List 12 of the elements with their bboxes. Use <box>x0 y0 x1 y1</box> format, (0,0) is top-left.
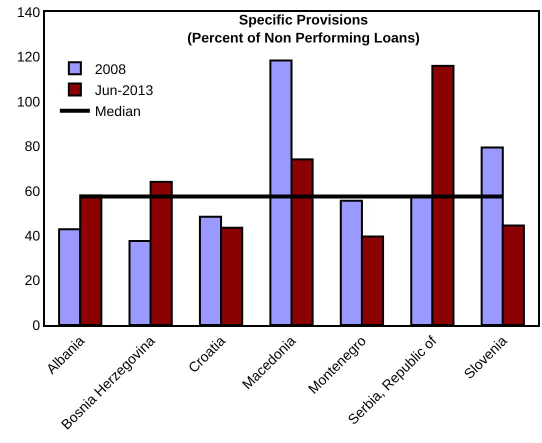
y-tick-label: 40 <box>24 227 40 244</box>
legend-label: 2008 <box>94 60 126 77</box>
y-tick-label: 0 <box>32 316 40 333</box>
y-tick-label: 100 <box>16 93 40 110</box>
y-tick-label: 20 <box>24 272 40 288</box>
legend-label: Median <box>94 103 141 120</box>
y-tick-label: 120 <box>16 48 40 65</box>
y-tick-label: 60 <box>24 182 40 199</box>
y-tick-label: 140 <box>16 4 40 20</box>
legend-label: Jun-2013 <box>94 82 154 98</box>
y-tick-label: 80 <box>24 138 40 154</box>
text: Specific Provisions (Percent of Non Performing Loans) <box>187 11 420 46</box>
